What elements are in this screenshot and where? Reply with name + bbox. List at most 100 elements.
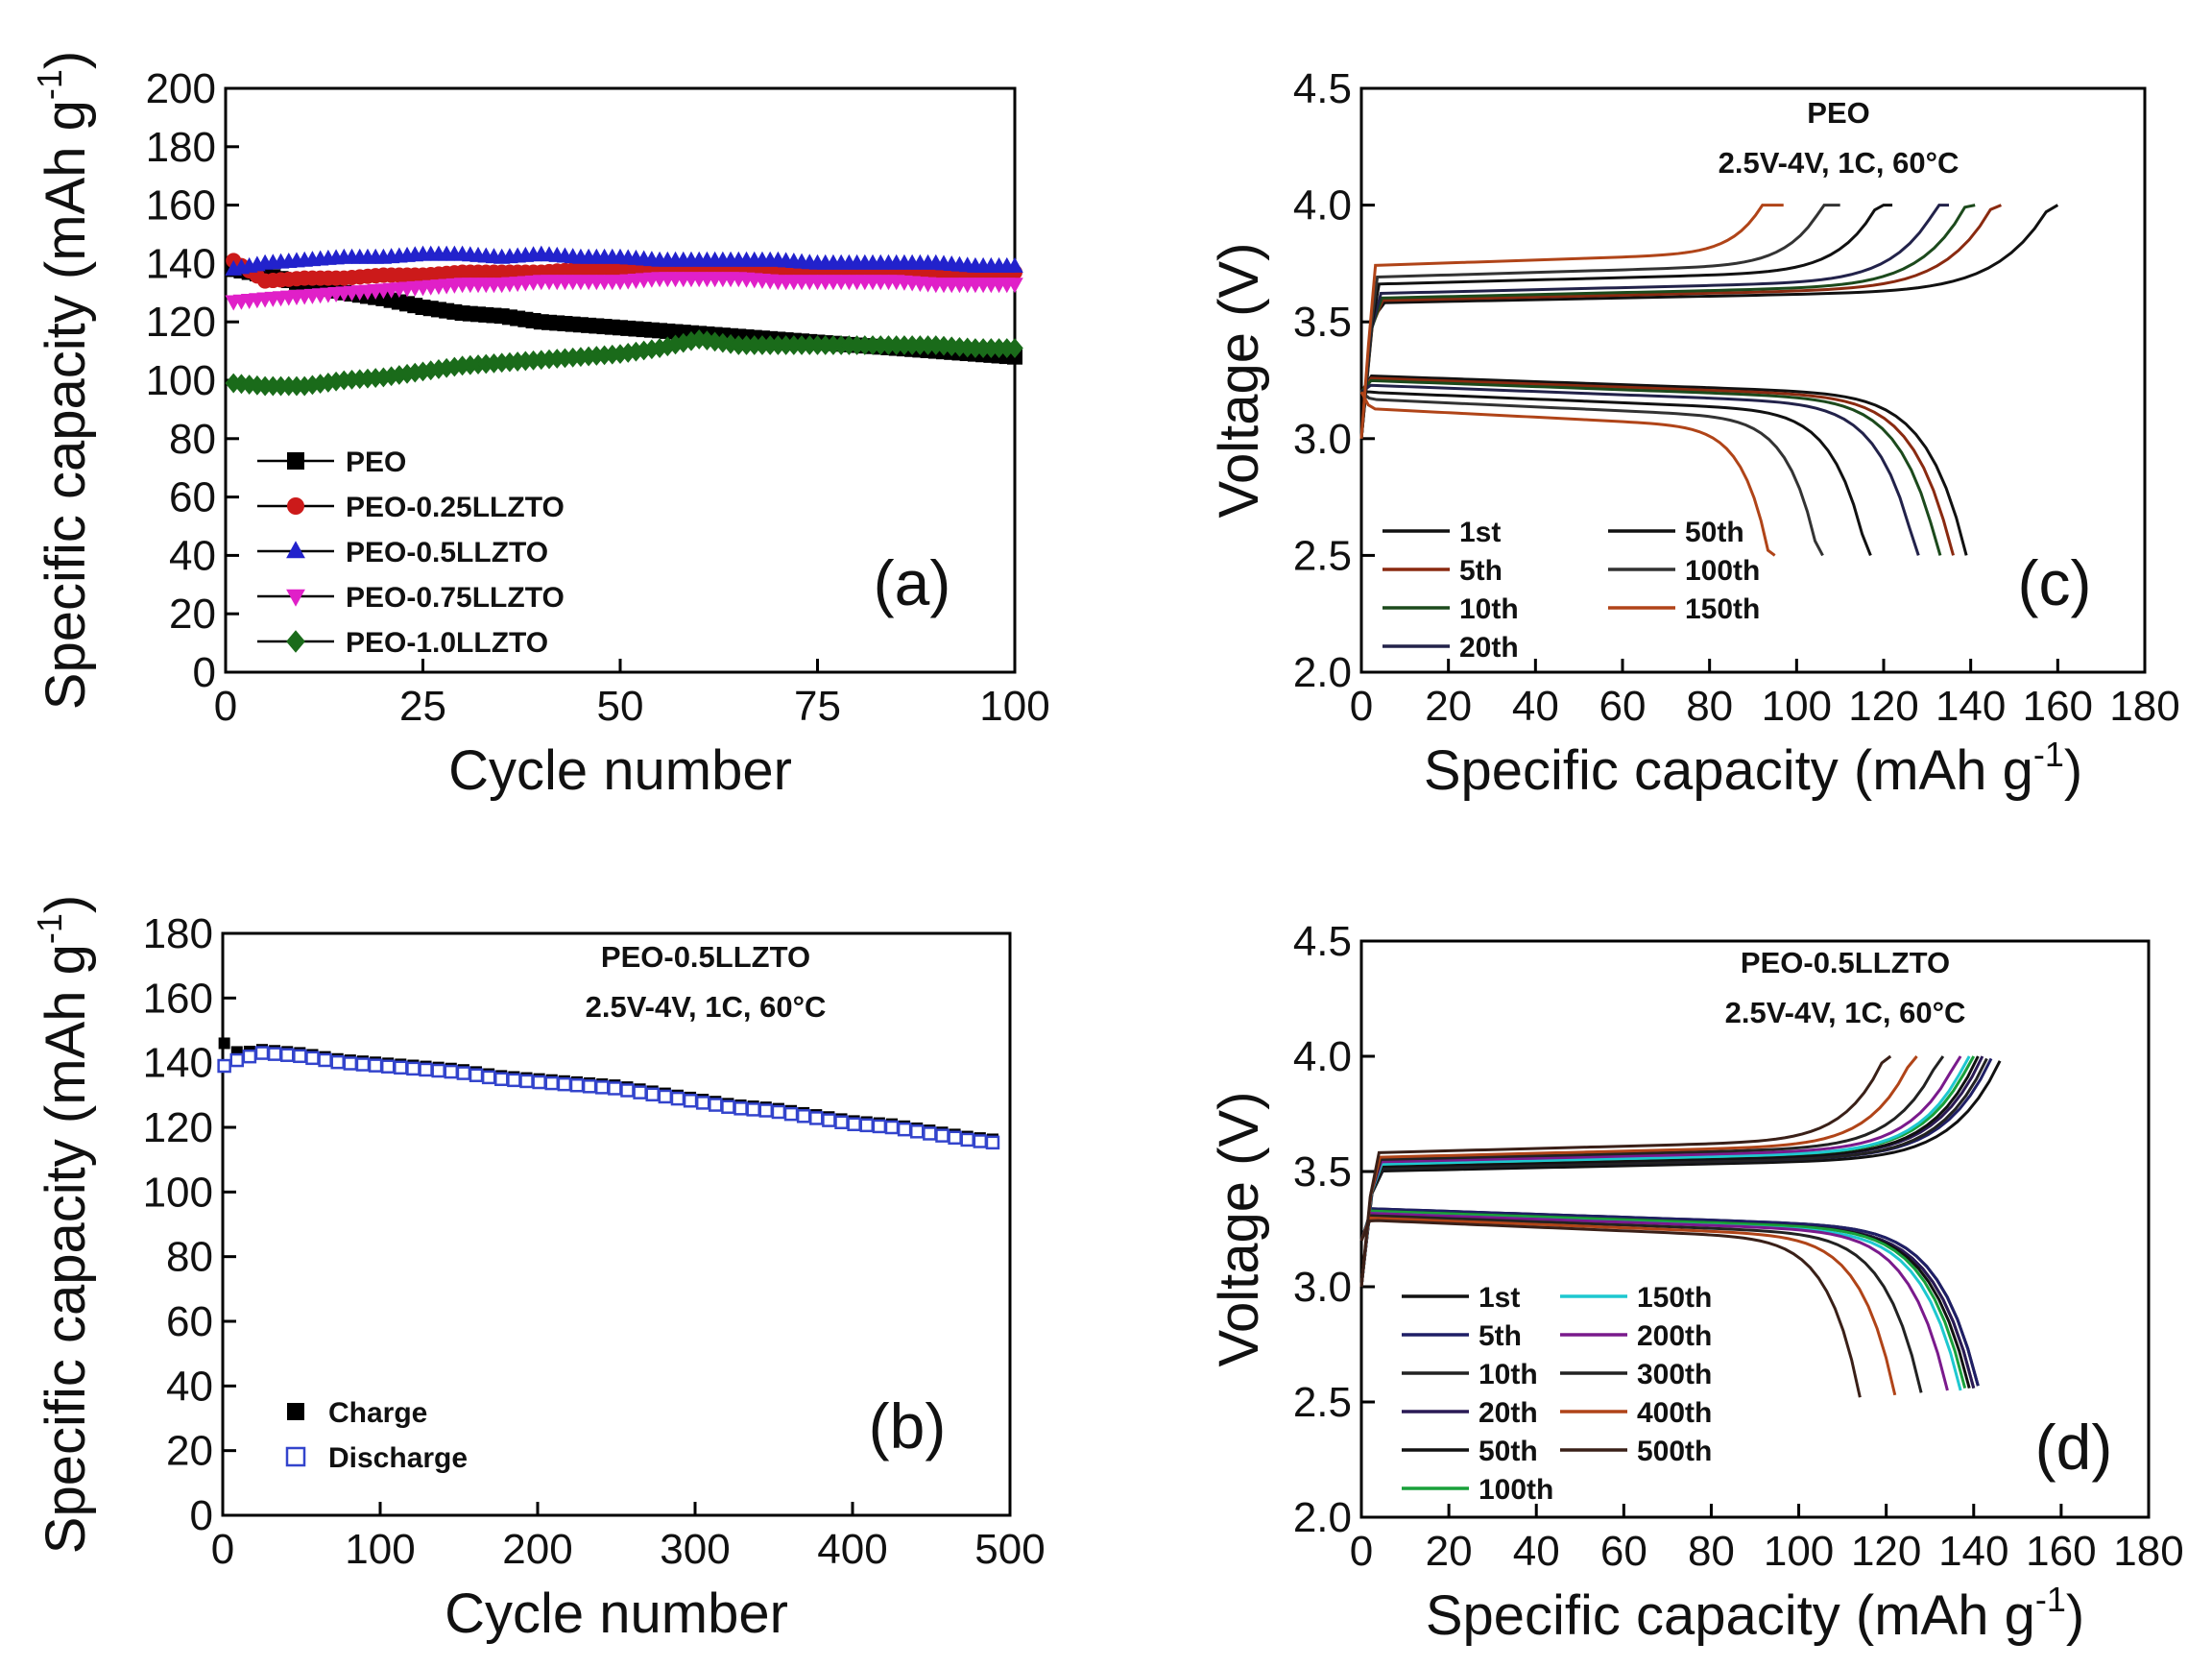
x-axis-title: Specific capacity (mAh g-1) <box>1424 735 2082 802</box>
annotation-line: PEO-0.5LLZTO <box>601 940 810 974</box>
data-point <box>651 338 668 358</box>
x-tick-label: 500 <box>974 1526 1045 1573</box>
y-tick-label: 180 <box>143 910 213 957</box>
legend-label: 100th <box>1479 1474 1553 1506</box>
y-tick-label: 100 <box>143 1169 213 1216</box>
annotation-line: 2.5V-4V, 1C, 60°C <box>586 990 827 1024</box>
data-point <box>391 365 408 385</box>
x-axis-title-main: Specific capacity (mAh g <box>1426 1584 2035 1647</box>
y-tick-label: 3.5 <box>1293 299 1352 346</box>
legend-marker <box>287 497 304 515</box>
x-tick-label: 80 <box>1688 1528 1735 1575</box>
data-point <box>714 332 732 353</box>
discharge-curve <box>1359 1214 1923 1393</box>
data-point <box>909 1124 925 1139</box>
plot-frame-d <box>1359 939 2151 1519</box>
data-point <box>771 1104 786 1120</box>
data-point <box>796 1109 811 1123</box>
legend-item: PEO-1.0LLZTO <box>257 627 548 659</box>
data-point <box>380 1059 396 1074</box>
x-tick-label: 0 <box>214 683 237 730</box>
x-tick-label: 160 <box>2023 683 2093 730</box>
x-axis-title: Cycle number <box>448 739 792 802</box>
data-point <box>444 1064 459 1079</box>
y-tick-label: 60 <box>169 474 216 521</box>
y-tick-label: 40 <box>169 532 216 579</box>
legend-item: 500th <box>1560 1436 1712 1467</box>
data-point <box>822 1113 836 1127</box>
legend-label: 200th <box>1637 1320 1712 1352</box>
panel-label: (b) <box>869 1390 947 1462</box>
data-point <box>229 1052 245 1068</box>
data-point <box>532 1075 546 1090</box>
data-point <box>733 1101 748 1116</box>
x-tick-label: 0 <box>1350 683 1373 730</box>
data-point <box>608 1081 622 1096</box>
legend-item: PEO <box>257 447 406 478</box>
legend-label: PEO <box>346 447 406 478</box>
curve-150th <box>1359 204 1784 557</box>
data-point <box>872 1119 887 1134</box>
y-tick-label: 60 <box>166 1298 213 1345</box>
data-point <box>695 1096 710 1110</box>
data-point <box>960 1132 974 1148</box>
x-tick-label: 40 <box>1512 683 1559 730</box>
discharge-curve <box>1359 1216 1897 1396</box>
y-axis-title: Specific capacity (mAh g-1) <box>30 51 97 710</box>
x-tick-label: 0 <box>1350 1528 1373 1575</box>
data-point <box>973 1134 988 1148</box>
data-point <box>582 1079 597 1094</box>
legend-marker <box>287 1403 304 1420</box>
y-tick-label: 2.5 <box>1293 1379 1352 1426</box>
x-tick-label: 25 <box>399 683 446 730</box>
legend-item: 5th <box>1382 555 1503 587</box>
data-point <box>481 1070 496 1085</box>
data-point <box>267 1047 282 1061</box>
curve-20th <box>1359 204 1949 556</box>
data-point <box>645 1087 660 1102</box>
data-point <box>721 1099 735 1114</box>
data-point <box>305 1051 320 1066</box>
panel-label: (a) <box>874 547 951 618</box>
legend-label: 50th <box>1685 517 1744 548</box>
data-point <box>985 1135 1000 1150</box>
y-axis-title-end: ) <box>35 895 97 913</box>
legend-item: 400th <box>1560 1397 1712 1429</box>
annotation-line: 2.5V-4V, 1C, 60°C <box>1725 996 1966 1029</box>
data-point <box>445 356 464 377</box>
panel-a: 0 25 50 75 100 0 20 40 60 80 100 120 140 160 180 200 Cyc… <box>30 51 1050 802</box>
y-axis-title-sup: -1 <box>30 69 69 100</box>
charge-curve <box>1359 204 2059 439</box>
y-tick-label: 40 <box>166 1363 213 1410</box>
data-point <box>242 1049 257 1064</box>
data-point <box>519 1074 534 1089</box>
data-point <box>382 366 400 387</box>
y-axis-title: Voltage (V) <box>1208 243 1270 519</box>
data-point <box>569 1077 585 1093</box>
data-point <box>368 1058 383 1073</box>
data-point <box>279 1048 295 1062</box>
data-point <box>758 1103 774 1118</box>
y-axis-title-end: ) <box>35 51 97 69</box>
y-tick-label: 100 <box>146 357 216 404</box>
x-tick-label: 120 <box>1848 683 1918 730</box>
legend-marker <box>285 1446 306 1467</box>
x-tick-label: 120 <box>1851 1528 1921 1575</box>
data-point <box>847 1117 861 1132</box>
data-point <box>430 359 447 379</box>
data-point <box>438 357 455 378</box>
charge-curve <box>1359 1055 1918 1288</box>
y-tick-label: 80 <box>169 416 216 463</box>
data-point <box>897 1122 912 1137</box>
y-tick-label: 2.5 <box>1293 532 1352 579</box>
data-point <box>709 1098 723 1112</box>
y-tick-label: 120 <box>146 299 216 346</box>
legend-label: 150th <box>1637 1282 1712 1314</box>
data-point <box>406 1061 421 1076</box>
discharge-curve <box>1361 390 1872 556</box>
y-tick-label: 20 <box>169 591 216 638</box>
legend-item: 300th <box>1560 1359 1712 1390</box>
data-point <box>421 360 440 381</box>
legend-label: 1st <box>1459 517 1501 548</box>
legend-item: Charge <box>287 1397 427 1429</box>
